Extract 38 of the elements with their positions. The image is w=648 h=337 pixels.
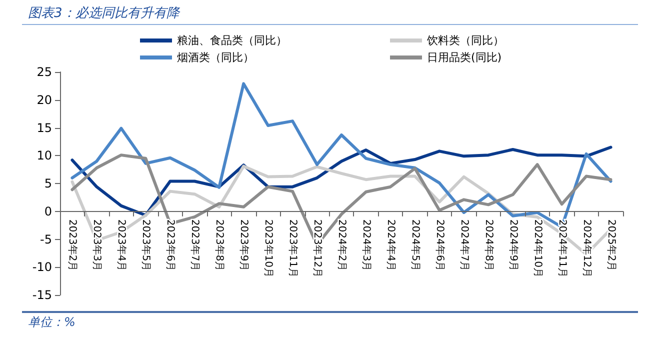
y-tick-label: 15 [36, 120, 52, 135]
x-tick-label: 2023年4月 [116, 219, 128, 272]
y-tick-label: 10 [36, 148, 52, 163]
x-tick-label: 2023年9月 [238, 219, 250, 272]
x-tick-label: 2023年10月 [262, 219, 275, 278]
x-tick-label: 2024年9月 [507, 219, 520, 272]
x-tick-label: 2024年10月 [532, 219, 544, 278]
y-tick-label: 0 [44, 204, 52, 218]
legend-label: 日用品类(同比) [427, 51, 502, 64]
legend-label: 烟酒类（同比） [177, 51, 254, 64]
x-tick-label: 2023年12月 [312, 219, 324, 278]
x-tick-label: 2023年2月 [66, 219, 79, 272]
x-tick-label: 2024年5月 [409, 219, 422, 272]
x-tick-label: 2024年8月 [482, 219, 495, 272]
y-tick-label: 20 [36, 92, 52, 107]
x-tick-label: 2024年3月 [360, 219, 372, 272]
x-tick-label: 2023年5月 [140, 219, 152, 272]
x-tick-label: 2024年12月 [580, 219, 593, 278]
x-tick-label: 2023年3月 [91, 219, 104, 272]
x-tick-label: 2024年6月 [434, 219, 446, 272]
x-tick-label: 2023年7月 [189, 219, 202, 272]
x-tick-label: 2023年8月 [214, 219, 226, 272]
chart-title: 图表3：必选同比有升有降 [28, 5, 180, 22]
x-tick-label: 2025年2月 [605, 219, 618, 272]
legend-label: 饮料类（同比） [426, 34, 504, 47]
y-tick-label: 5 [44, 176, 52, 190]
x-tick-label: 2024年2月 [336, 219, 348, 272]
x-tick-label: 2024年7月 [458, 219, 470, 272]
x-tick-label: 2023年11月 [287, 219, 300, 278]
text: 单位：% [28, 314, 76, 331]
y-tick-label: -5 [40, 232, 52, 246]
y-tick-label: 25 [36, 65, 52, 79]
x-tick-label: 2024年11月 [556, 219, 568, 278]
y-tick-label: -10 [32, 260, 52, 274]
x-tick-label: 2023年6月 [164, 219, 177, 272]
y-tick-label: -15 [32, 288, 52, 302]
x-tick-label: 2024年4月 [384, 219, 397, 272]
legend-label: 粮油、食品类（同比） [177, 34, 287, 47]
